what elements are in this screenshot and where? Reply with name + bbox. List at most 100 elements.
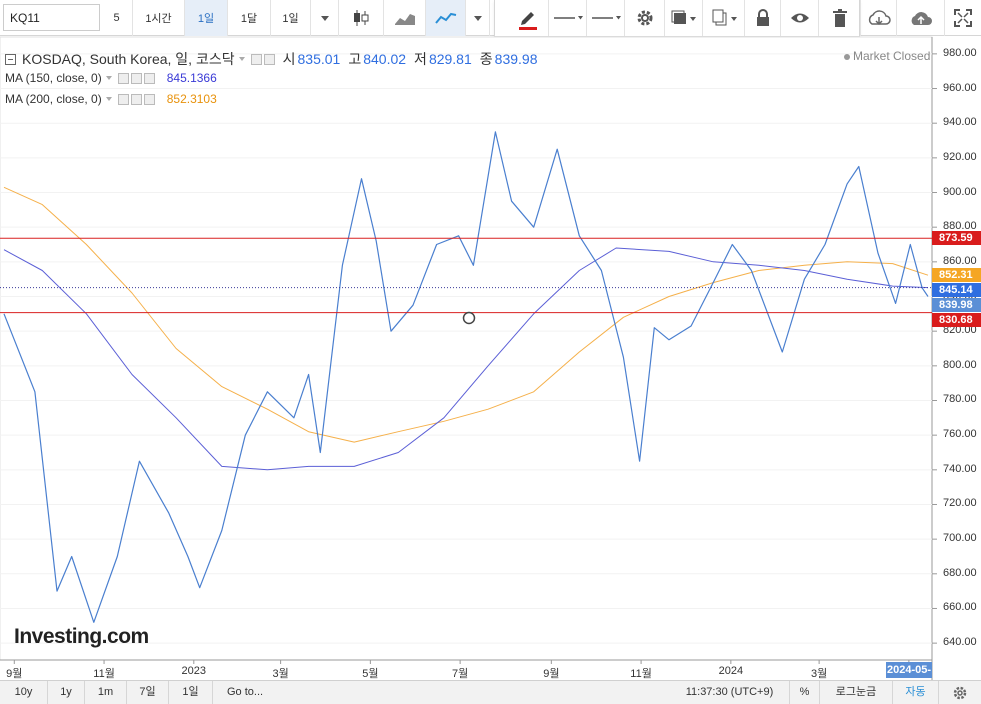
gear-icon [636, 9, 654, 27]
chart-type-line[interactable] [426, 0, 466, 36]
log-scale-toggle[interactable]: 로그눈금 [820, 681, 893, 704]
eye-icon[interactable] [117, 72, 129, 84]
fullscreen-button[interactable] [945, 0, 981, 36]
copy-button[interactable] [703, 0, 745, 36]
line-style-icon [553, 13, 583, 23]
low-label: 저 [414, 51, 427, 67]
gear-icon[interactable] [130, 93, 142, 105]
lock-button[interactable] [745, 0, 781, 36]
settings-button[interactable] [625, 0, 665, 36]
interval-more[interactable]: 1일 [271, 0, 311, 36]
x-tick-label: 11월 [93, 668, 115, 680]
collapse-legend-icon[interactable] [5, 53, 16, 65]
plot-area [0, 36, 933, 661]
chevron-down-icon[interactable] [105, 76, 112, 80]
range-7d[interactable]: 7일 [127, 681, 169, 704]
range-1m[interactable]: 1m [85, 681, 127, 704]
interval-1month[interactable]: 1달 [228, 0, 271, 36]
eye-icon [790, 11, 810, 25]
eye-icon[interactable] [117, 93, 129, 105]
interval-dropdown[interactable] [311, 0, 339, 36]
y-axis-tick-marks [932, 53, 937, 644]
support-price-tag: 830.68 [932, 313, 981, 328]
cloud-upload-icon [908, 9, 934, 27]
trash-icon [832, 9, 847, 27]
pencil-icon [516, 6, 540, 30]
price-series-line[interactable] [3, 131, 929, 623]
close-icon[interactable] [143, 93, 155, 105]
ma200-label: MA (200, close, 0) [5, 92, 102, 106]
download-button[interactable] [860, 0, 897, 36]
gear-icon [953, 686, 967, 703]
status-dot-icon [844, 53, 850, 60]
percent-toggle[interactable]: % [790, 681, 820, 704]
chart-type-candle[interactable] [339, 0, 384, 36]
chevron-down-icon [320, 15, 329, 21]
instrument-title: KOSDAQ, South Korea, 일, 코스닥 [22, 51, 235, 67]
line-style-button[interactable] [549, 0, 587, 36]
y-tick-label: 940.00 [943, 116, 977, 129]
ma200-value: 852.3103 [166, 92, 217, 106]
high-value: 840.02 [363, 51, 407, 67]
ma150-value: 845.1366 [166, 71, 217, 85]
open-value: 835.01 [297, 51, 341, 67]
legend-ma150: MA (150, close, 0) 845.1366 [5, 71, 217, 85]
y-tick-label: 900.00 [943, 185, 977, 198]
drawing-anchor-handle[interactable] [462, 311, 476, 325]
high-label: 고 [348, 51, 362, 67]
symbol-input[interactable] [3, 4, 100, 31]
y-tick-label: 640.00 [943, 636, 977, 649]
ma200-price-tag: 852.31 [932, 268, 981, 283]
chevron-down-icon[interactable] [238, 57, 245, 61]
x-tick-label: 5월 [362, 668, 379, 680]
grid [0, 53, 932, 644]
range-1y[interactable]: 1y [48, 681, 85, 704]
series-layer [3, 131, 929, 623]
chart-type-dropdown[interactable] [466, 0, 490, 36]
layers-button[interactable] [665, 0, 703, 36]
auto-scale-toggle[interactable]: 자동 [893, 681, 939, 704]
drawing-toolbar [494, 0, 860, 37]
ma150-price-tag: 845.14 [932, 283, 981, 298]
settings-small-icon[interactable] [263, 53, 275, 65]
line-width-button[interactable] [587, 0, 625, 36]
interval-1hour[interactable]: 1시간 [133, 0, 185, 36]
y-tick-label: 780.00 [943, 393, 977, 406]
visibility-toggle-icon[interactable] [250, 53, 262, 65]
gear-icon[interactable] [130, 72, 142, 84]
x-tick-label: 9월 [543, 668, 560, 680]
ma150-label: MA (150, close, 0) [5, 71, 102, 85]
x-tick-label: 9월 [6, 668, 23, 680]
interval-1day[interactable]: 1일 [185, 0, 228, 36]
low-value: 829.81 [428, 51, 472, 67]
y-tick-label: 980.00 [943, 46, 977, 59]
pencil-button[interactable] [507, 0, 549, 36]
goto-button[interactable]: Go to... [227, 686, 264, 698]
chevron-down-icon [473, 15, 482, 21]
chart-type-area[interactable] [384, 0, 426, 36]
layers-icon [671, 10, 697, 26]
legend-ma200: MA (200, close, 0) 852.3103 [5, 92, 217, 106]
fullscreen-icon [954, 9, 972, 27]
y-tick-label: 820.00 [943, 324, 977, 337]
visibility-button[interactable] [781, 0, 819, 36]
current-date-tag: 2024-05- [886, 662, 932, 678]
y-tick-label: 680.00 [943, 566, 977, 579]
x-tick-label: 2023 [181, 665, 207, 677]
y-tick-label: 760.00 [943, 428, 977, 441]
chevron-down-icon[interactable] [105, 97, 112, 101]
clock-timezone[interactable]: 11:37:30 (UTC+9) [670, 681, 790, 704]
cloud-download-icon [866, 9, 892, 27]
close-icon[interactable] [143, 72, 155, 84]
ma150-series-line[interactable] [3, 247, 929, 471]
range-10y[interactable]: 10y [0, 681, 48, 704]
chart-settings-button[interactable] [939, 681, 981, 704]
interval-5min[interactable]: 5 [101, 0, 133, 36]
copy-icon [710, 9, 738, 27]
x-tick-label: 11월 [630, 668, 652, 680]
delete-button[interactable] [819, 0, 860, 36]
area-chart-icon [394, 10, 416, 26]
range-1d[interactable]: 1일 [169, 681, 213, 704]
upload-button[interactable] [897, 0, 945, 36]
price-chart[interactable] [0, 0, 981, 680]
